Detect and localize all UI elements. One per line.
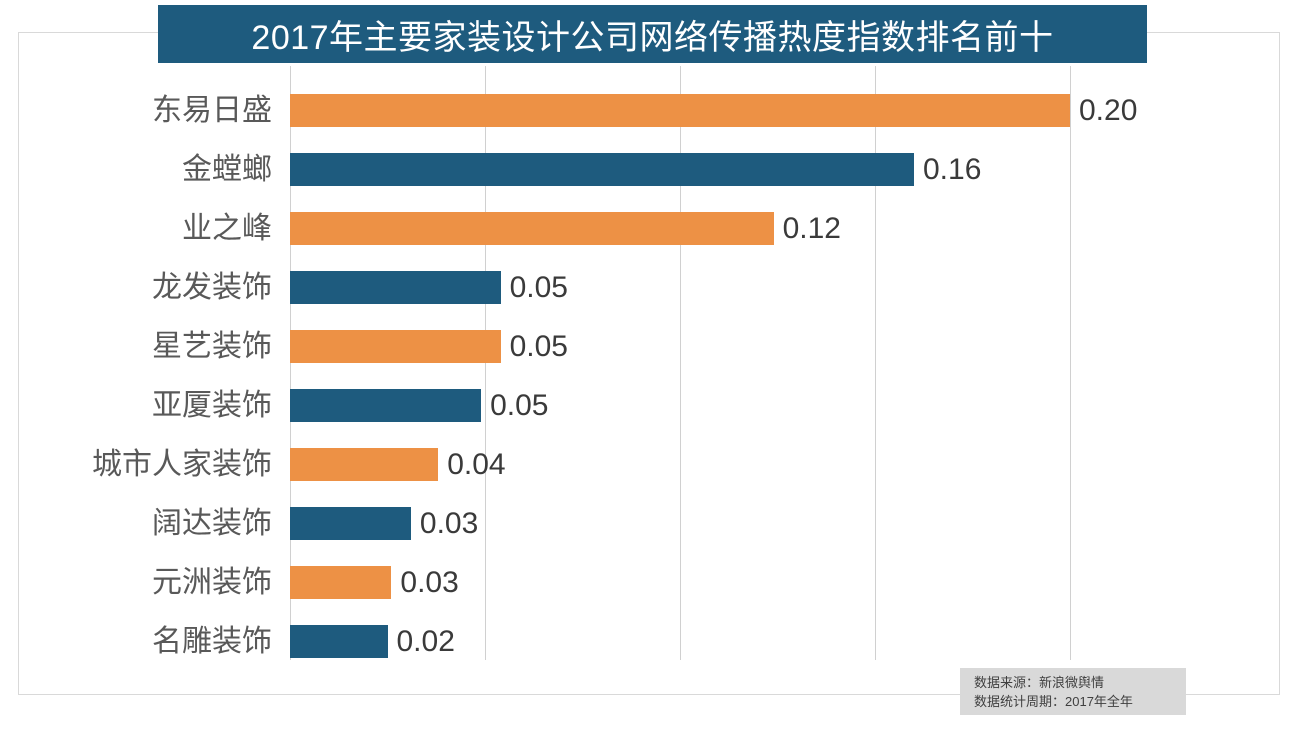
bar-8[interactable]: [290, 507, 411, 540]
category-label-10: 名雕装饰: [152, 625, 272, 658]
bar-value-label: 0.05: [509, 330, 568, 363]
bar-row: 0.02: [290, 612, 1070, 671]
bar-2[interactable]: [290, 153, 914, 186]
chart-frame: [18, 32, 1280, 695]
category-label-9: 元洲装饰: [152, 566, 272, 599]
plot-area: 0.20 0.16 0.12 0.05 0.05 0.05 0.04 0.03 0.03 0.02: [290, 66, 1137, 660]
gridline-0.15: [875, 66, 876, 660]
bar-value-label: 0.03: [400, 566, 459, 599]
category-label-6: 亚厦装饰: [152, 389, 272, 422]
bar-row: 0.16: [290, 140, 1070, 199]
source-note: 数据来源：新浪微舆情 数据统计周期：2017年全年: [960, 668, 1186, 715]
bar-value-label: 0.04: [447, 448, 506, 481]
bar-row: 0.04: [290, 435, 1070, 494]
bar-value-label: 0.02: [396, 625, 455, 658]
bar-5[interactable]: [290, 330, 501, 363]
bar-row: 0.03: [290, 553, 1070, 612]
bar-9[interactable]: [290, 566, 392, 599]
source-note-line-2: 数据统计周期：2017年全年: [974, 693, 1133, 709]
gridline-0.20: [1070, 66, 1071, 660]
category-label-4: 龙发装饰: [152, 271, 272, 304]
bar-row: 0.05: [290, 376, 1070, 435]
bar-value-label: 0.20: [1079, 94, 1138, 127]
category-label-3: 业之峰: [182, 212, 272, 245]
page-title: 2017年主要家装设计公司网络传播热度指数排名前十: [251, 18, 1054, 57]
bar-10[interactable]: [290, 625, 388, 658]
source-note-line-1: 数据来源：新浪微舆情: [974, 674, 1105, 690]
bar-row: 0.12: [290, 199, 1070, 258]
bar-value-label: 0.05: [490, 389, 549, 422]
gridline-0.00: [290, 66, 291, 660]
bar-row: 0.03: [290, 494, 1070, 553]
gridline-0.05: [485, 66, 486, 660]
gridline-0.10: [680, 66, 681, 660]
bar-value-label: 0.16: [923, 153, 982, 186]
bar-value-label: 0.05: [509, 271, 568, 304]
bar-7[interactable]: [290, 448, 439, 481]
category-axis: 东易日盛金螳螂业之峰龙发装饰星艺装饰亚厦装饰城市人家装饰阔达装饰元洲装饰名雕装饰: [20, 66, 282, 660]
category-label-7: 城市人家装饰: [92, 448, 272, 481]
bar-3[interactable]: [290, 212, 774, 245]
category-label-8: 阔达装饰: [152, 507, 272, 540]
category-label-2: 金螳螂: [182, 153, 272, 186]
bar-6[interactable]: [290, 389, 482, 422]
chart-title-banner: 2017年主要家装设计公司网络传播热度指数排名前十: [158, 5, 1147, 63]
bar-1[interactable]: [290, 94, 1070, 127]
bar-row: 0.05: [290, 258, 1070, 317]
bar-row: 0.20: [290, 81, 1137, 140]
category-label-1: 东易日盛: [152, 94, 272, 127]
bar-value-label: 0.12: [782, 212, 841, 245]
category-label-5: 星艺装饰: [152, 330, 272, 363]
bar-4[interactable]: [290, 271, 501, 304]
bar-row: 0.05: [290, 317, 1070, 376]
bar-value-label: 0.03: [419, 507, 479, 540]
